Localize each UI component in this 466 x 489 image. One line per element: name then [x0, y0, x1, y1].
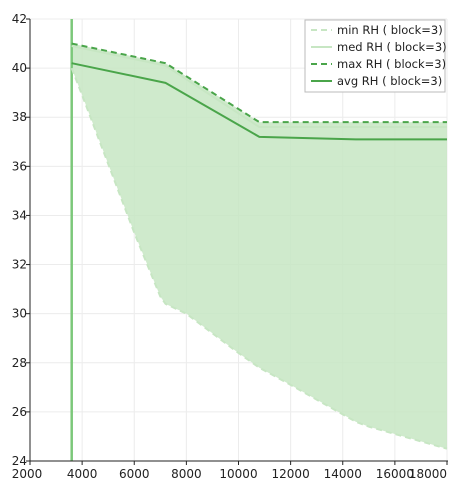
y-tick-label: 40	[12, 61, 27, 75]
legend-label-min-rh-block-3: min RH ( block=3)	[337, 23, 443, 37]
y-axis-ticks: 24 26 28 30 32 34 36 38 40 42	[12, 12, 30, 468]
legend-label-max-rh-block-3: max RH ( block=3)	[337, 57, 446, 71]
x-tick-label: 8000	[171, 467, 202, 481]
min-max-band	[71, 43, 447, 449]
y-tick-label: 42	[12, 12, 27, 26]
legend-label-avg-rh-block-3: avg RH ( block=3)	[337, 74, 442, 88]
legend: min RH ( block=3) med RH ( block=3) max RH…	[304, 19, 447, 93]
y-tick-label: 34	[12, 208, 27, 222]
y-tick-label: 24	[12, 454, 27, 468]
series-line-avg-rh-block-3	[71, 62, 447, 141]
y-tick-label: 38	[12, 110, 27, 124]
x-tick-label: 12000	[272, 467, 310, 481]
y-tick-label: 30	[12, 307, 27, 321]
x-tick-label: 16000	[376, 467, 414, 481]
x-tick-label: 4000	[67, 467, 98, 481]
y-tick-label: 28	[12, 356, 27, 370]
x-tick-label: 6000	[119, 467, 150, 481]
series-lines	[70, 42, 448, 450]
y-tick-label: 26	[12, 405, 27, 419]
x-tick-label: 10000	[219, 467, 257, 481]
x-tick-label: 18000	[409, 467, 447, 481]
y-tick-label: 36	[12, 159, 27, 173]
series-line-min-rh-block-3	[70, 67, 448, 450]
x-axis-ticks: 2000 4000 6000 8000 10000 12000 14000 160001800…	[12, 461, 448, 481]
y-tick-label: 32	[12, 258, 27, 272]
x-tick-label: 14000	[324, 467, 362, 481]
series-line-med-rh-block-3	[71, 45, 447, 129]
x-tick-label: 2000	[12, 467, 43, 481]
series-line-max-rh-block-3	[71, 42, 447, 124]
legend-label-med-rh-block-3: med RH ( block=3)	[337, 40, 447, 54]
